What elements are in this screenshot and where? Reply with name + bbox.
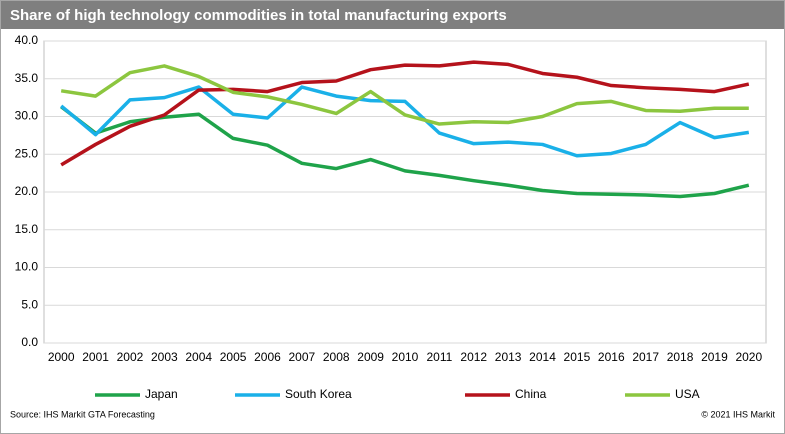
x-tick-label: 2008: [323, 350, 350, 364]
legend-label: South Korea: [285, 387, 352, 401]
legend-label: Japan: [145, 387, 178, 401]
chart-title: Share of high technology commodities in …: [10, 7, 507, 24]
x-tick-label: 2020: [735, 350, 762, 364]
y-tick-label: 40.0: [15, 33, 39, 47]
x-tick-label: 2005: [220, 350, 247, 364]
y-tick-label: 20.0: [15, 184, 39, 198]
y-tick-label: 5.0: [21, 297, 38, 311]
x-tick-label: 2009: [357, 350, 384, 364]
y-tick-label: 25.0: [15, 146, 39, 160]
copyright: © 2021 IHS Markit: [701, 409, 775, 419]
x-tick-label: 2001: [82, 350, 109, 364]
x-tick-label: 2012: [460, 350, 487, 364]
y-tick-label: 35.0: [15, 71, 39, 85]
x-tick-label: 2002: [117, 350, 144, 364]
x-tick-label: 2013: [495, 350, 522, 364]
y-tick-label: 10.0: [15, 260, 39, 274]
x-tick-label: 2018: [667, 350, 694, 364]
series-line: [60, 64, 749, 126]
series-line: [60, 105, 750, 199]
legend-label: USA: [675, 387, 700, 401]
x-tick-label: 2003: [151, 350, 178, 364]
legend-label: China: [515, 387, 547, 401]
series-line: [60, 85, 750, 158]
x-tick-label: 2000: [48, 350, 75, 364]
x-tick-label: 2004: [185, 350, 212, 364]
x-tick-label: 2017: [632, 350, 659, 364]
x-tick-label: 2019: [701, 350, 728, 364]
y-tick-label: 0.0: [21, 335, 38, 349]
series-line: [60, 60, 750, 167]
source: Source: IHS Markit GTA Forecasting: [10, 409, 155, 419]
x-tick-label: 2010: [392, 350, 419, 364]
y-tick-label: 15.0: [15, 222, 39, 236]
x-tick-label: 2007: [289, 350, 316, 364]
x-tick-label: 2014: [529, 350, 556, 364]
title-bar: [1, 1, 784, 29]
x-tick-label: 2016: [598, 350, 625, 364]
x-tick-label: 2015: [564, 350, 591, 364]
y-tick-label: 30.0: [15, 109, 39, 123]
x-tick-label: 2011: [426, 350, 452, 364]
x-tick-label: 2006: [254, 350, 281, 364]
